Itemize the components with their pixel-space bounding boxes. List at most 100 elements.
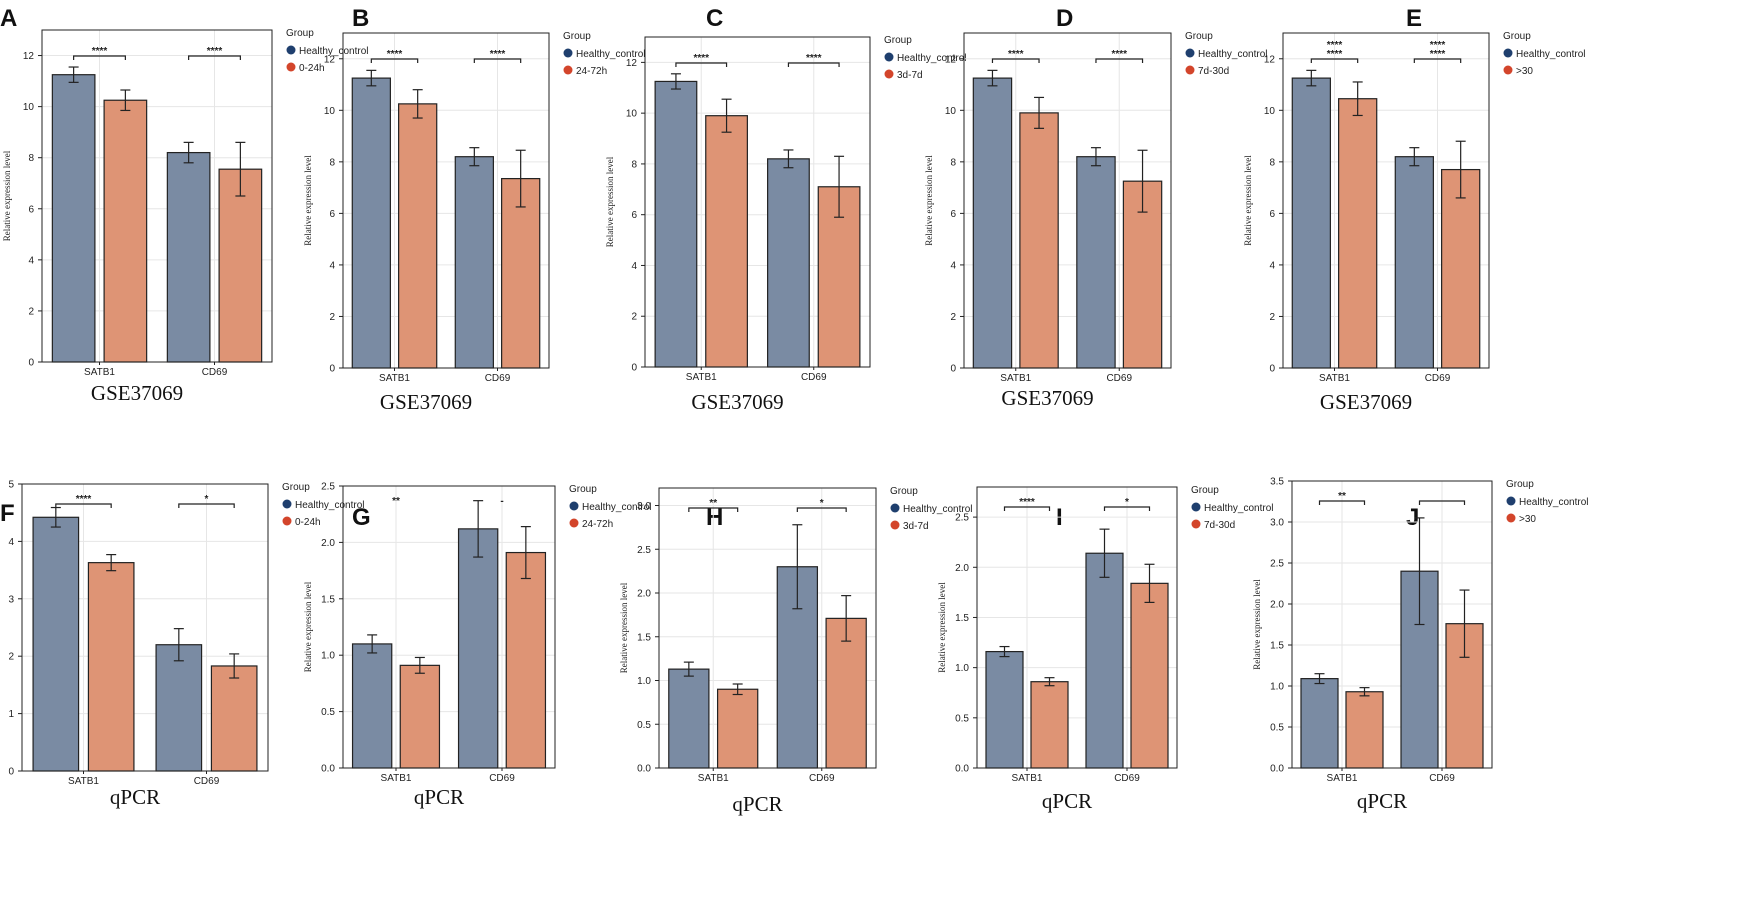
bar-disease-cd69 [501, 177, 541, 369]
x-tick-label: SATB1 [84, 367, 115, 378]
bar-disease-satb1 [398, 103, 438, 369]
legend-marker-disease [569, 518, 579, 528]
bar-control-cd69 [166, 151, 211, 363]
sig-bracket [473, 58, 522, 63]
significance-label: **** [1111, 49, 1127, 60]
y-tick-label: 12 [1264, 54, 1276, 65]
significance-label: **** [1327, 49, 1343, 60]
legend-label-control: Healthy_control [1198, 49, 1267, 60]
legend-label-control: Healthy_control [299, 46, 368, 57]
significance-label: **** [1430, 40, 1446, 51]
panel-caption: GSE37069 [91, 381, 183, 405]
panel-caption: qPCR [1357, 789, 1407, 813]
sig-bracket [688, 507, 739, 512]
bar-disease-satb1 [1338, 98, 1378, 369]
legend-title: Group [282, 482, 310, 493]
sig-bracket [787, 62, 840, 67]
legend-label-disease: 0-24h [295, 517, 321, 528]
y-tick-label: 0.0 [1270, 764, 1284, 775]
y-tick-label: 2 [1269, 312, 1275, 323]
bar-disease-cd69 [505, 551, 547, 769]
legend-label-disease: 24-72h [582, 519, 613, 530]
panel-e: E 0 2 4 6 8 10 12 Relative expression level SATB1… [1243, 5, 1585, 414]
y-tick-label: 0.0 [955, 764, 969, 775]
legend-marker-control [884, 52, 894, 62]
significance-label: **** [1327, 40, 1343, 51]
panel-caption: qPCR [732, 792, 782, 816]
panel-caption: qPCR [110, 785, 160, 809]
significance-label: **** [1008, 49, 1024, 60]
bar-disease-satb1 [399, 664, 441, 769]
y-tick-label: 12 [23, 51, 35, 62]
y-tick-label: 1.0 [321, 651, 335, 662]
y-tick-label: 4 [8, 537, 14, 548]
y-tick-label: 8 [631, 159, 637, 170]
y-tick-label: 4 [1269, 260, 1275, 271]
y-tick-label: 0 [631, 363, 637, 374]
sig-bracket [370, 58, 419, 63]
y-tick-label: 2.5 [1270, 559, 1284, 570]
y-tick-label: 6 [1269, 209, 1275, 220]
bar-disease-satb1 [1030, 681, 1069, 769]
bar-control-satb1 [1300, 678, 1339, 769]
legend-marker-disease [282, 516, 292, 526]
y-axis-label: Relative expression level [924, 155, 934, 246]
bar-control-satb1 [668, 668, 710, 769]
significance-label: **** [490, 49, 506, 60]
legend-marker-control [569, 501, 579, 511]
plot-frame [644, 36, 871, 368]
y-tick-label: 0.5 [321, 707, 335, 718]
panel-d: D 0 2 4 6 8 10 12 Relative expression level SATB1… [924, 5, 1267, 410]
panel-caption: qPCR [414, 785, 464, 809]
bar-disease-cd69 [1122, 180, 1163, 369]
sig-bracket [796, 507, 847, 512]
y-tick-label: 0 [28, 358, 34, 369]
y-tick-label: 0 [1269, 364, 1275, 375]
y-tick-label: 1.5 [1270, 641, 1284, 652]
panel-a: A 0 2 4 6 8 10 12 Relative expression level SATB1… [0, 5, 368, 405]
y-tick-label: 10 [626, 109, 638, 120]
y-tick-label: 4 [329, 260, 335, 271]
plot-frame [963, 32, 1172, 369]
y-tick-label: 0 [8, 767, 14, 778]
bar-control-cd69 [454, 156, 494, 369]
y-tick-label: 2 [28, 306, 34, 317]
x-tick-label: CD69 [194, 776, 220, 787]
legend-label-control: Healthy_control [1519, 497, 1588, 508]
y-tick-label: 1.5 [955, 613, 969, 624]
sig-bracket [1003, 506, 1051, 511]
legend-label-disease: 0-24h [299, 63, 325, 74]
y-tick-label: 8 [28, 153, 34, 164]
y-tick-label: 5 [8, 480, 14, 491]
y-tick-label: 1.5 [321, 594, 335, 605]
legend-marker-control [890, 503, 900, 513]
bar-disease-cd69 [1441, 168, 1481, 369]
significance-label: **** [1430, 49, 1446, 60]
plot-frame [976, 486, 1178, 769]
legend-marker-control [1185, 48, 1195, 58]
y-tick-label: 4 [950, 260, 956, 271]
y-tick-label: 3.0 [1270, 518, 1284, 529]
bar-control-satb1 [32, 516, 80, 772]
significance-label: **** [387, 49, 403, 60]
legend-marker-control [1191, 502, 1201, 512]
legend-label-control: Healthy_control [897, 53, 966, 64]
x-tick-label: SATB1 [1000, 373, 1031, 384]
y-axis-label: Relative expression level [303, 155, 313, 246]
legend-title: Group [1506, 479, 1534, 490]
panel-j: J 0.0 0.5 1.0 1.5 2.0 2.5 3.0 3.5 Relative expres… [1252, 477, 1588, 814]
legend-title: Group [1191, 485, 1219, 496]
bar-disease-satb1 [1019, 112, 1059, 369]
legend-label-disease: 24-72h [576, 66, 607, 77]
panel-letter: G [352, 504, 371, 531]
y-tick-label: 2.5 [637, 545, 651, 556]
panel-caption: GSE37069 [1001, 386, 1093, 410]
sig-bracket [188, 55, 241, 60]
legend-marker-control [282, 499, 292, 509]
legend-title: Group [890, 486, 918, 497]
sig-bracket [178, 503, 235, 508]
panel-letter: B [352, 5, 369, 32]
panel-caption: GSE37069 [380, 390, 472, 414]
y-tick-label: 2.0 [1270, 600, 1284, 611]
y-tick-label: 2.0 [321, 538, 335, 549]
